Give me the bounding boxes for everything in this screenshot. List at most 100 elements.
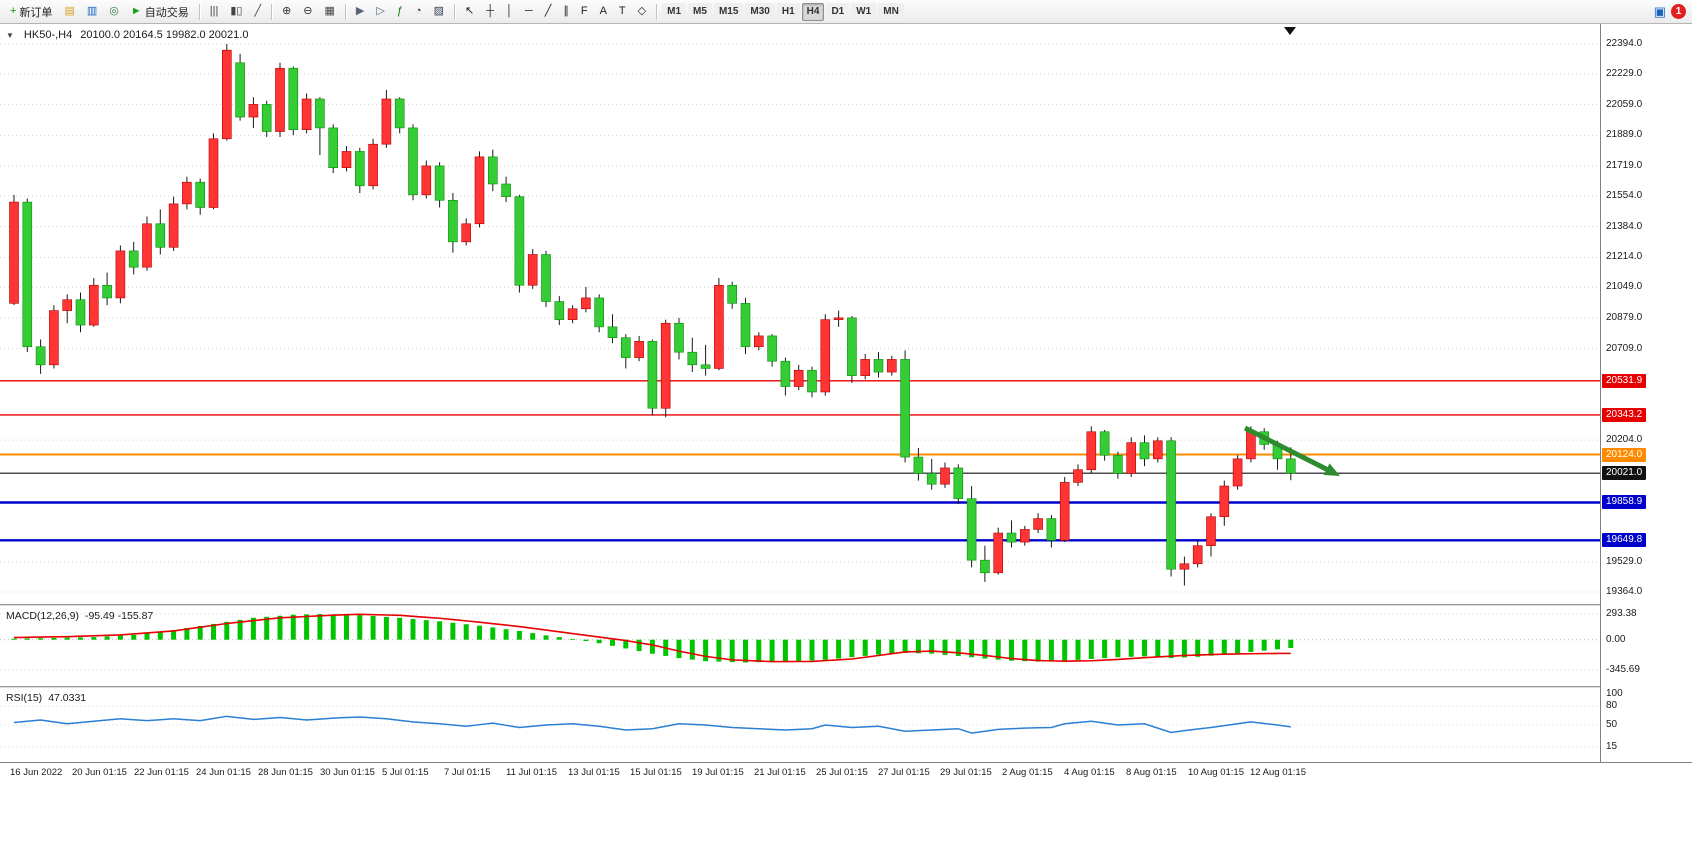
timeframe-mn-button[interactable]: MN	[878, 2, 904, 21]
auto-trading-button[interactable]: ► 自动交易	[126, 2, 194, 22]
timeframe-w1-button[interactable]: W1	[851, 2, 877, 21]
candle-up	[714, 284, 724, 369]
timeframe-h1-button[interactable]: H1	[776, 2, 800, 21]
periods-button[interactable]: ◔	[410, 2, 427, 22]
candle-up	[49, 310, 59, 366]
vertical-line-button[interactable]: │	[501, 2, 518, 22]
time-tick-label: 7 Jul 01:15	[444, 767, 491, 778]
pane-separator-macd[interactable]	[0, 604, 1692, 606]
timeframe-d1-button[interactable]: D1	[826, 2, 850, 21]
price-tick-label: 20709.0	[1606, 342, 1643, 354]
candle-down	[35, 346, 46, 366]
chart-shift-marker[interactable]	[1284, 27, 1296, 35]
community-icon[interactable]: ▣	[1653, 3, 1666, 19]
candle-down	[953, 467, 964, 499]
crosshair-button[interactable]: ┼	[481, 2, 499, 22]
rsi-tick-label: 15	[1606, 740, 1618, 752]
new-order-icon: +	[10, 5, 17, 17]
auto-scroll-button[interactable]: ▶	[351, 2, 369, 22]
rsi-tick-label: 100	[1606, 688, 1623, 699]
candle-up	[301, 98, 312, 131]
ohlc-bars-button[interactable]: |||	[205, 2, 224, 22]
time-tick-label: 12 Aug 01:15	[1250, 767, 1306, 778]
templates-icon: ▨	[433, 5, 445, 17]
tile-windows-button[interactable]: ▦	[320, 2, 340, 22]
data-window-button[interactable]: ▥	[82, 2, 102, 22]
notification-badge[interactable]: 1	[1671, 4, 1686, 19]
zoom-out-button[interactable]: ⊖	[298, 2, 317, 22]
candle-up	[89, 284, 99, 326]
time-tick-label: 19 Jul 01:15	[692, 767, 744, 778]
market-watch-button[interactable]: ▤	[59, 2, 79, 22]
candle-down	[501, 183, 511, 197]
timeframe-m5-button[interactable]: M5	[688, 2, 712, 21]
candle-down	[1139, 442, 1150, 460]
candle-down	[75, 299, 86, 326]
timeframe-m1-button[interactable]: M1	[662, 2, 687, 21]
candle-up	[1059, 482, 1070, 541]
trendline-button[interactable]: ╱	[540, 2, 557, 22]
toolbar-separator	[656, 3, 658, 20]
timeframe-m30-button[interactable]: M30	[745, 2, 775, 21]
macd-pane[interactable]	[0, 606, 1600, 686]
one-click-trading-toggle[interactable]: ▼	[6, 30, 14, 40]
templates-button[interactable]: ▨	[429, 2, 449, 22]
rsi-pane[interactable]	[0, 688, 1600, 762]
candle-up	[1192, 545, 1203, 565]
fibonacci-button[interactable]: F	[576, 2, 593, 22]
chart-header: ▼ HK50-,H4 20100.0 20164.5 19982.0 20021…	[6, 29, 248, 41]
candle-up	[1153, 440, 1163, 460]
candle-down	[674, 322, 684, 353]
chart-title: HK50-,H4	[23, 29, 73, 41]
price-badge-19858.9: 19858.9	[1602, 495, 1647, 510]
vertical-line-icon: │	[506, 5, 513, 17]
auto-trading-button-label: 自动交易	[144, 6, 189, 19]
arrows-button[interactable]: ◇	[633, 2, 651, 22]
time-axis[interactable]: 16 Jun 2022 20 Jun 01:15 22 Jun 01:15 24 Ju…	[0, 762, 1692, 784]
navigator-button[interactable]: ◎	[104, 2, 124, 22]
text-button[interactable]: A	[595, 2, 612, 22]
candle-down	[807, 369, 817, 393]
candle-up	[421, 165, 432, 196]
crosshair-icon: ┼	[486, 5, 495, 17]
candle-up	[581, 297, 591, 310]
channel-button[interactable]: ∥	[558, 2, 574, 22]
macd-name: MACD(12,26,9)	[6, 610, 79, 622]
trend-arrow[interactable]	[1243, 425, 1340, 476]
horizontal-line-button[interactable]: ─	[520, 2, 538, 22]
auto-trading-icon: ►	[130, 5, 142, 17]
macd-tick-label: 293.38	[1606, 608, 1637, 619]
line-chart-button[interactable]: ╱	[249, 2, 266, 22]
candle-up	[9, 201, 19, 304]
candle-down	[394, 98, 405, 129]
candle-up	[115, 250, 126, 299]
candle-up	[940, 467, 950, 485]
main-toolbar: + 新订单 ▤ ▥ ◎ ► 自动交易 ||| ▮▯ ╱ ⊕ ⊖ ▦ ▶ ▷ ƒ ◔ ▨ ↖ ┼ │ ─ ╱ ∥ F A T ◇ M1 M5…	[0, 0, 1692, 24]
new-order-button[interactable]: + 新订单	[5, 2, 57, 22]
timeframe-m15-button[interactable]: M15	[713, 2, 744, 21]
candlestick-button[interactable]: ▮▯	[225, 2, 247, 22]
periods-icon: ◔	[414, 5, 422, 17]
price-badge-20531.9: 20531.9	[1602, 373, 1647, 388]
indicators-button[interactable]: ƒ	[392, 2, 408, 22]
pane-separator-rsi[interactable]	[0, 686, 1692, 688]
time-tick-label: 30 Jun 01:15	[320, 767, 375, 778]
price-tick-label: 21719.0	[1606, 160, 1643, 172]
candle-down	[620, 337, 631, 358]
label-button[interactable]: T	[614, 2, 631, 22]
price-tick-label: 21049.0	[1606, 281, 1643, 293]
timeframe-h4-button[interactable]: H4	[801, 2, 825, 21]
price-axis[interactable]: 22394.0 22229.0 22059.0 21889.0 21719.0 21554…	[1600, 24, 1692, 784]
chart-window[interactable]: ▼ HK50-,H4 20100.0 20164.5 19982.0 20021…	[0, 24, 1692, 844]
cursor-button[interactable]: ↖	[460, 2, 479, 22]
price-badge-20021.0: 20021.0	[1602, 466, 1647, 481]
price-chart[interactable]	[0, 24, 1600, 604]
chart-shift-button[interactable]: ▷	[371, 2, 389, 22]
toolbar-right-icons: ▣	[1654, 3, 1666, 21]
candle-up	[248, 104, 259, 118]
zoom-in-button[interactable]: ⊕	[277, 2, 296, 22]
time-tick-label: 27 Jul 01:15	[878, 767, 930, 778]
candle-down	[594, 297, 605, 328]
candle-up	[886, 359, 897, 373]
macd-label: MACD(12,26,9) -95.49 -155.87	[6, 610, 153, 622]
